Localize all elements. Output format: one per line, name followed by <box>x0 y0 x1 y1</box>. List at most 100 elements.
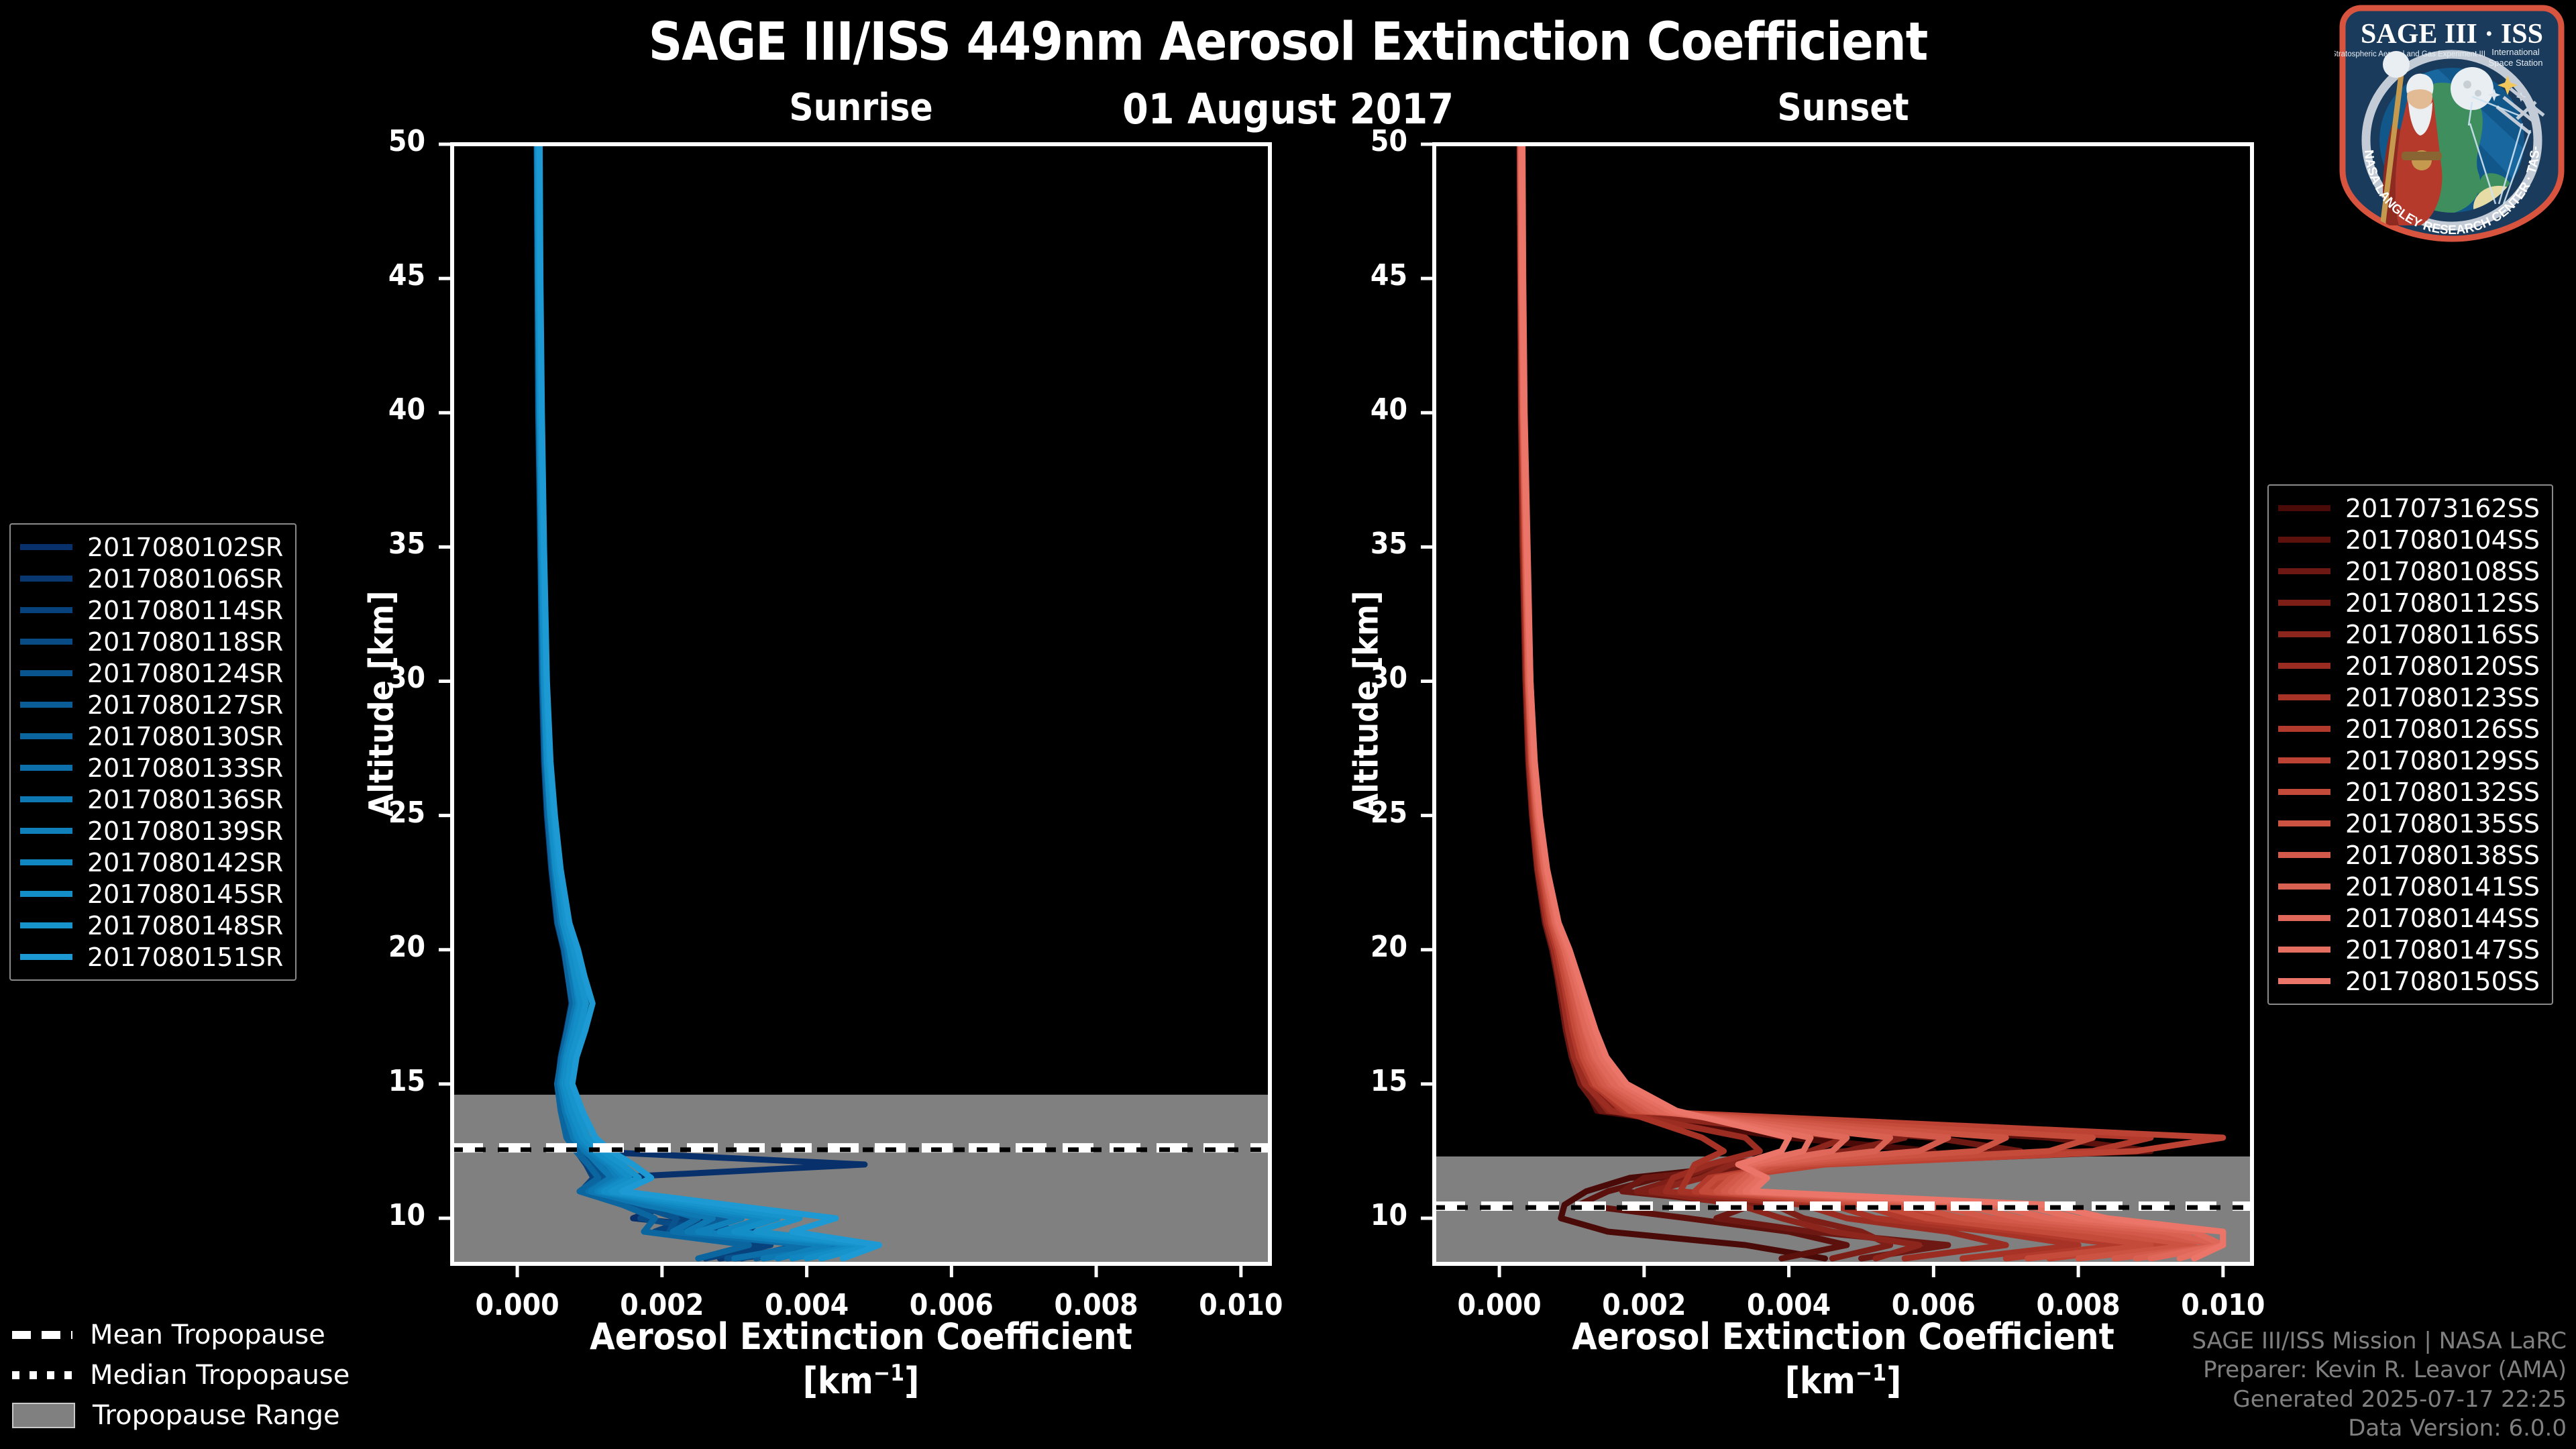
legend-label: 2017080150SS <box>2345 966 2540 996</box>
legend-item[interactable]: 2017080144SS <box>2278 902 2540 934</box>
sunset-legend[interactable]: 2017073162SS 2017080104SS 2017080108SS 2017… <box>2267 484 2554 1005</box>
series-color-swatch <box>20 796 72 802</box>
series-color-swatch <box>20 702 72 708</box>
star-icon <box>2498 75 2518 95</box>
x-tick-label: 0.004 <box>1746 1288 1831 1322</box>
legend-item[interactable]: 2017080104SS <box>2278 524 2540 555</box>
legend-item[interactable]: 2017080124SR <box>20 657 283 689</box>
legend-item[interactable]: 2017080123SS <box>2278 682 2540 713</box>
series-color-swatch <box>20 733 72 739</box>
sunrise-plot-area <box>439 142 1272 1277</box>
legend-label: 2017080132SS <box>2345 777 2540 807</box>
legend-label: 2017080108SS <box>2345 556 2540 586</box>
y-tick-label: 20 <box>1370 929 1407 964</box>
legend-label: 2017080114SR <box>87 595 284 625</box>
iss-icon <box>2496 87 2545 135</box>
logo-subtitle-right-1: International <box>2491 47 2540 57</box>
series-color-swatch <box>2278 789 2330 795</box>
series-color-swatch <box>2278 883 2330 890</box>
y-tick-label: 45 <box>1370 258 1407 293</box>
legend-item[interactable]: 2017080135SS <box>2278 808 2540 839</box>
legend-label: 2017080124SR <box>87 658 284 688</box>
footer-line-mission: SAGE III/ISS Mission | NASA LaRC <box>2192 1327 2567 1354</box>
legend-item[interactable]: 2017080150SS <box>2278 965 2540 997</box>
legend-label: 2017080120SS <box>2345 651 2540 681</box>
legend-item[interactable]: 2017080139SR <box>20 815 283 847</box>
profile-line <box>537 144 882 1262</box>
x-tick-label: 0.002 <box>620 1288 704 1322</box>
series-color-swatch <box>20 670 72 676</box>
legend-label: 2017080116SS <box>2345 619 2540 649</box>
legend-item[interactable]: 2017080147SS <box>2278 934 2540 965</box>
legend-item-tropopause-range: Tropopause Range <box>12 1395 350 1436</box>
legend-item[interactable]: 2017080145SR <box>20 878 283 910</box>
x-tick-label: 0.002 <box>1602 1288 1686 1322</box>
legend-label: 2017080106SR <box>87 564 284 594</box>
legend-item[interactable]: 2017080133SR <box>20 752 283 784</box>
series-color-swatch <box>2278 852 2330 858</box>
legend-item[interactable]: 2017080141SS <box>2278 871 2540 902</box>
logo-title: SAGE III · ISS <box>2361 19 2543 50</box>
y-tick-label: 10 <box>388 1197 425 1232</box>
legend-item-median-tropopause: Median Tropopause <box>12 1355 350 1395</box>
series-color-swatch <box>20 859 72 865</box>
page-title: SAGE III/ISS 449nm Aerosol Extinction Co… <box>648 12 1929 72</box>
legend-label: 2017080142SR <box>87 847 284 877</box>
legend-item[interactable]: 2017080136SR <box>20 784 283 815</box>
sunset-y-axis-title: Altitude [km] <box>1346 590 1386 817</box>
series-color-swatch <box>2278 505 2330 511</box>
plot-frame <box>450 142 1272 1266</box>
y-tick-label: 50 <box>388 124 425 158</box>
legend-item[interactable]: 2017080151SR <box>20 941 283 973</box>
legend-label: 2017080136SR <box>87 784 284 814</box>
legend-label: Tropopause Range <box>93 1400 340 1431</box>
footer-line-preparer: Preparer: Kevin R. Leavor (AMA) <box>2203 1356 2567 1384</box>
legend-item[interactable]: 2017080132SS <box>2278 776 2540 808</box>
legend-item[interactable]: 2017080116SS <box>2278 619 2540 650</box>
legend-item[interactable]: 2017080106SR <box>20 563 283 594</box>
series-color-swatch <box>2278 568 2330 574</box>
legend-item[interactable]: 2017073162SS <box>2278 492 2540 524</box>
legend-item[interactable]: 2017080138SS <box>2278 839 2540 871</box>
legend-item[interactable]: 2017080114SR <box>20 594 283 626</box>
legend-label: Mean Tropopause <box>90 1320 325 1350</box>
patch-ring <box>2361 50 2542 231</box>
legend-item[interactable]: 2017080102SR <box>20 531 283 563</box>
legend-item[interactable]: 2017080112SS <box>2278 587 2540 619</box>
legend-label: 2017080133SR <box>87 753 284 783</box>
legend-item[interactable]: 2017080127SR <box>20 689 283 720</box>
x-tick-label: 0.010 <box>2181 1288 2265 1322</box>
sunrise-x-axis-title: Aerosol Extinction Coefficient [km−1] <box>452 1315 1270 1403</box>
x-axis-title-line2: [km−1] <box>1784 1359 1902 1402</box>
footer-credits: SAGE III/ISS Mission | NASA LaRC Prepare… <box>2192 1327 2567 1444</box>
y-tick-label: 45 <box>388 258 425 293</box>
dashed-line-icon <box>12 1331 72 1339</box>
legend-item[interactable]: 2017080126SS <box>2278 713 2540 745</box>
legend-item[interactable]: 2017080130SR <box>20 720 283 752</box>
y-tick-label: 40 <box>388 392 425 427</box>
legend-item[interactable]: 2017080108SS <box>2278 555 2540 587</box>
plot-frame <box>1432 142 2254 1266</box>
sunset-x-axis-title: Aerosol Extinction Coefficient [km−1] <box>1434 1315 2252 1403</box>
sunrise-y-axis-title: Altitude [km] <box>362 590 401 817</box>
legend-label: 2017080144SS <box>2345 903 2540 933</box>
series-color-swatch <box>20 954 72 960</box>
legend-item[interactable]: 2017080120SS <box>2278 650 2540 682</box>
dotted-line-icon <box>12 1371 72 1379</box>
legend-label: 2017080139SR <box>87 816 284 846</box>
legend-label: 2017080102SR <box>87 532 284 562</box>
sunrise-legend[interactable]: 2017080102SR 2017080106SR 2017080114SR 2017… <box>9 523 297 981</box>
x-tick-label: 0.004 <box>764 1288 849 1322</box>
legend-item[interactable]: 2017080142SR <box>20 847 283 878</box>
wizard-figure-icon <box>2379 51 2443 228</box>
legend-item-mean-tropopause: Mean Tropopause <box>12 1315 350 1355</box>
series-color-swatch <box>2278 631 2330 637</box>
legend-item[interactable]: 2017080129SS <box>2278 745 2540 776</box>
legend-item[interactable]: 2017080148SR <box>20 910 283 941</box>
sunset-plot-area <box>1421 142 2254 1277</box>
legend-item[interactable]: 2017080118SR <box>20 626 283 657</box>
logo-subtitle-left: Stratospheric Aerosol and Gas Experiment… <box>2334 50 2485 58</box>
series-color-swatch <box>2278 915 2330 921</box>
legend-label: 2017080135SS <box>2345 808 2540 839</box>
